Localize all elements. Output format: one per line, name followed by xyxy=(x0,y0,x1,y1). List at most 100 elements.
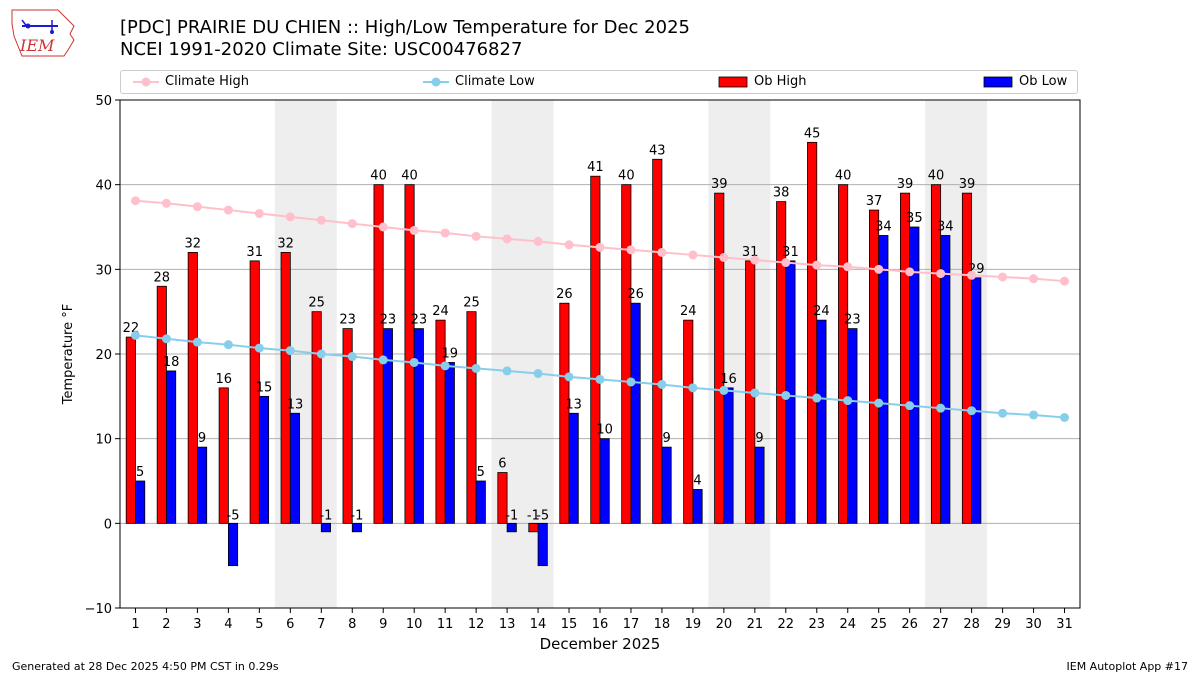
ob-high-label-day-5: 31 xyxy=(246,245,263,260)
x-tick-label: 2 xyxy=(162,617,170,632)
climate-high-point-day-29 xyxy=(998,272,1008,282)
y-axis-label: Temperature °F xyxy=(61,304,76,405)
ob-high-label-day-19: 24 xyxy=(680,304,697,319)
climate-high-point-day-21 xyxy=(750,255,760,265)
legend-climate-high: Climate High xyxy=(133,74,249,89)
x-tick-label: 4 xyxy=(224,617,232,632)
x-tick-label: 8 xyxy=(348,617,356,632)
ob-high-label-day-11: 24 xyxy=(432,304,449,319)
ob-high-label-day-18: 43 xyxy=(649,143,666,158)
x-tick-label: 25 xyxy=(870,617,887,632)
iem-logo: IEM xyxy=(11,9,75,57)
x-tick-label: 29 xyxy=(994,617,1011,632)
legend-ob-high: Ob High xyxy=(718,74,807,89)
ob-high-label-day-8: 23 xyxy=(339,313,356,328)
climate-high-swatch-icon xyxy=(133,77,159,86)
climate-low-point-day-8 xyxy=(347,352,357,362)
x-axis-label: December 2025 xyxy=(540,635,661,653)
generated-timestamp: Generated at 28 Dec 2025 4:50 PM CST in … xyxy=(12,660,279,673)
ob-high-label-day-24: 40 xyxy=(835,169,852,184)
climate-high-point-day-31 xyxy=(1060,276,1070,286)
ob-high-label-day-17: 40 xyxy=(618,169,635,184)
climate-high-point-day-13 xyxy=(502,234,512,244)
legend-climate-low: Climate Low xyxy=(423,74,535,89)
ob-high-label-day-4: 16 xyxy=(215,372,232,387)
ob-high-label-day-15: 26 xyxy=(556,287,573,302)
ob-high-bar-day-4 xyxy=(218,387,229,524)
climate-high-point-day-6 xyxy=(285,212,295,222)
ob-low-bar-day-20 xyxy=(723,387,734,524)
climate-low-point-day-20 xyxy=(719,385,729,395)
climate-low-point-day-5 xyxy=(254,343,264,353)
ob-high-bar-day-23 xyxy=(807,141,818,524)
ob-low-bar-day-13 xyxy=(506,522,517,533)
climate-low-point-day-24 xyxy=(843,396,853,406)
climate-low-point-day-12 xyxy=(471,363,481,373)
climate-low-point-day-10 xyxy=(409,357,419,367)
climate-low-point-day-15 xyxy=(564,372,574,382)
y-tick-label: 30 xyxy=(95,263,112,278)
ob-low-bar-day-3 xyxy=(197,446,208,524)
climate-low-point-day-1 xyxy=(130,330,140,340)
climate-low-point-day-17 xyxy=(626,377,636,387)
x-tick-label: 31 xyxy=(1056,617,1073,632)
ob-high-label-day-20: 39 xyxy=(711,177,728,192)
legend-ob-low: Ob Low xyxy=(983,74,1067,89)
climate-high-point-day-20 xyxy=(719,252,729,262)
ob-high-label-day-6: 32 xyxy=(277,236,294,251)
climate-high-point-day-16 xyxy=(595,242,605,252)
climate-high-point-day-3 xyxy=(192,202,202,212)
ob-high-label-day-13: 6 xyxy=(498,457,506,472)
x-tick-label: 6 xyxy=(286,617,294,632)
y-tick-label: −10 xyxy=(85,602,112,617)
ob-low-bar-day-26 xyxy=(909,226,920,524)
ob-low-label-day-14: -5 xyxy=(536,508,549,523)
ob-high-bar-day-5 xyxy=(249,260,260,524)
x-tick-label: 1 xyxy=(131,617,139,632)
ob-low-label-day-9: 23 xyxy=(380,313,397,328)
climate-high-point-day-2 xyxy=(161,198,171,208)
climate-low-point-day-9 xyxy=(378,355,388,365)
climate-high-point-day-4 xyxy=(223,205,233,215)
climate-high-point-day-30 xyxy=(1029,274,1039,284)
x-tick-label: 5 xyxy=(255,617,263,632)
ob-low-label-day-19: 4 xyxy=(693,473,701,488)
ob-low-label-day-12: 5 xyxy=(477,465,485,480)
ob-low-bar-day-10 xyxy=(413,328,424,524)
ob-high-bar-day-20 xyxy=(714,192,725,524)
ob-high-bar-day-24 xyxy=(838,184,849,524)
ob-high-bar-day-10 xyxy=(404,184,415,524)
climate-high-point-day-27 xyxy=(936,269,946,279)
ob-low-label-day-5: 15 xyxy=(256,380,273,395)
climate-low-point-day-27 xyxy=(936,403,946,413)
ob-low-bar-day-12 xyxy=(475,480,486,524)
climate-high-point-day-10 xyxy=(409,225,419,235)
ob-low-bar-day-15 xyxy=(568,412,579,524)
climate-high-point-day-11 xyxy=(440,228,450,238)
ob-high-label-day-27: 40 xyxy=(928,169,945,184)
climate-low-swatch-icon xyxy=(423,77,449,86)
x-tick-label: 20 xyxy=(716,617,733,632)
climate-low-point-day-18 xyxy=(657,379,667,389)
ob-low-label-day-6: 13 xyxy=(287,397,304,412)
x-tick-label: 17 xyxy=(623,617,640,632)
ob-high-label-day-25: 37 xyxy=(866,194,883,209)
ob-high-bar-day-19 xyxy=(683,319,694,524)
ob-low-bar-day-11 xyxy=(444,362,455,524)
climate-low-point-day-25 xyxy=(874,398,884,408)
x-tick-label: 13 xyxy=(499,617,516,632)
x-tick-label: 24 xyxy=(839,617,856,632)
ob-high-bar-day-18 xyxy=(652,158,663,524)
y-tick-label: 20 xyxy=(95,348,112,363)
x-tick-label: 15 xyxy=(561,617,578,632)
ob-high-label-day-10: 40 xyxy=(401,169,418,184)
ob-low-label-day-22: 31 xyxy=(782,245,799,260)
climate-low-point-day-2 xyxy=(161,334,171,344)
ob-high-bar-day-1 xyxy=(125,336,136,524)
ob-low-bar-day-17 xyxy=(630,302,641,524)
x-tick-label: 16 xyxy=(592,617,609,632)
ob-high-bar-day-16 xyxy=(590,175,601,524)
ob-low-label-day-16: 10 xyxy=(596,423,613,438)
x-tick-label: 22 xyxy=(778,617,795,632)
